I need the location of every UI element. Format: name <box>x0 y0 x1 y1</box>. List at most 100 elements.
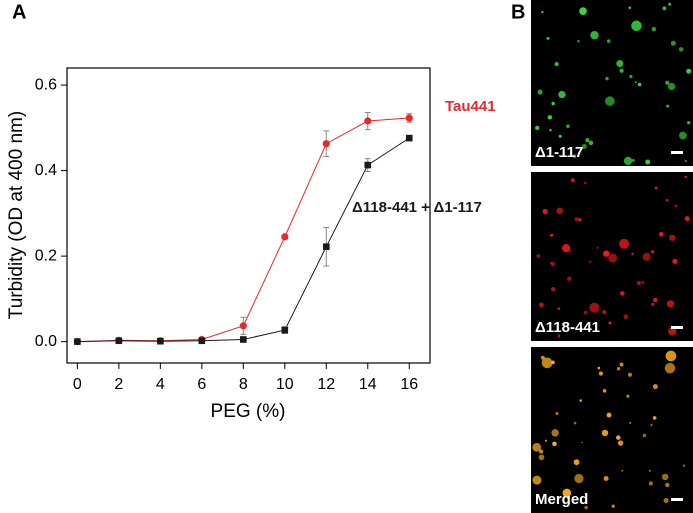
data-point <box>281 233 289 241</box>
droplet <box>686 68 692 74</box>
droplet <box>551 101 555 106</box>
droplet <box>619 238 630 249</box>
droplet <box>665 350 677 362</box>
droplet <box>574 217 579 222</box>
droplet <box>605 76 609 81</box>
droplet <box>641 281 645 284</box>
droplet <box>598 371 603 376</box>
droplet <box>620 291 625 296</box>
droplet <box>668 327 677 336</box>
data-point <box>322 140 330 148</box>
droplet <box>541 11 544 14</box>
droplet <box>597 366 601 370</box>
image-caption: Δ1-117 <box>535 144 583 161</box>
data-point <box>281 326 289 334</box>
droplet <box>636 280 641 285</box>
droplet <box>631 20 642 32</box>
droplet <box>603 475 609 482</box>
droplet <box>628 6 632 10</box>
series-label: Δ118-441 + Δ1-117 <box>352 199 482 216</box>
series-line <box>77 137 410 343</box>
droplet <box>642 252 651 261</box>
droplet <box>652 416 657 420</box>
droplet <box>574 473 584 484</box>
droplet <box>663 497 669 504</box>
droplet <box>552 441 557 447</box>
droplet <box>608 253 618 263</box>
droplet <box>665 80 670 85</box>
droplet <box>562 244 571 253</box>
droplet <box>558 90 566 99</box>
droplet <box>654 186 658 190</box>
droplet <box>674 204 678 208</box>
image-caption: Δ118-441 <box>535 319 600 336</box>
droplet <box>664 362 676 374</box>
droplet <box>606 412 612 418</box>
droplet <box>651 26 657 32</box>
droplet <box>532 442 542 452</box>
droplet <box>602 389 607 393</box>
droplet <box>687 121 691 125</box>
droplet <box>653 297 658 303</box>
droplet <box>623 156 633 166</box>
data-point <box>364 161 372 169</box>
droplet <box>661 473 669 481</box>
droplet <box>650 423 653 427</box>
droplet <box>596 246 599 249</box>
droplet <box>538 454 545 461</box>
droplet <box>684 175 687 179</box>
droplet <box>558 154 561 157</box>
droplet <box>616 435 621 440</box>
droplet <box>588 140 594 146</box>
droplet <box>535 125 540 131</box>
droplet <box>662 6 667 11</box>
droplet <box>670 40 676 46</box>
droplet <box>581 441 583 444</box>
droplet <box>554 62 559 67</box>
droplet <box>581 143 587 149</box>
droplet <box>623 314 629 320</box>
droplet <box>665 198 669 202</box>
droplet <box>642 433 647 438</box>
droplet <box>557 334 561 338</box>
droplet <box>550 286 556 292</box>
x-tick-label: 6 <box>197 376 206 393</box>
droplet <box>539 449 544 454</box>
droplet <box>603 250 610 257</box>
droplet <box>666 104 670 108</box>
series-line <box>77 117 410 343</box>
x-tick-label: 8 <box>239 376 248 393</box>
droplet <box>557 307 561 310</box>
droplet <box>585 138 590 143</box>
x-tick-label: 16 <box>400 376 418 393</box>
scale-bar <box>671 326 683 329</box>
droplet <box>601 429 609 437</box>
droplet <box>631 252 634 256</box>
data-point <box>240 336 247 343</box>
droplet <box>651 250 655 254</box>
y-tick-label: 0.0 <box>35 333 57 350</box>
droplet <box>648 481 653 486</box>
droplet <box>542 208 548 215</box>
droplet <box>616 366 621 371</box>
droplet <box>566 124 570 129</box>
droplet <box>532 475 542 485</box>
x-tick-label: 14 <box>359 376 377 393</box>
droplet <box>590 30 599 40</box>
x-tick-label: 12 <box>317 376 335 393</box>
droplet <box>667 82 676 91</box>
droplet <box>547 115 553 120</box>
droplet <box>583 181 587 185</box>
data-point <box>405 134 413 142</box>
droplet <box>668 2 672 6</box>
data-point <box>115 337 123 345</box>
droplet <box>572 154 577 158</box>
droplet <box>645 159 651 165</box>
droplet <box>570 178 575 183</box>
droplet <box>546 36 550 40</box>
droplet <box>606 39 611 43</box>
droplet <box>665 482 670 488</box>
droplet <box>611 504 615 508</box>
droplet <box>549 128 552 132</box>
